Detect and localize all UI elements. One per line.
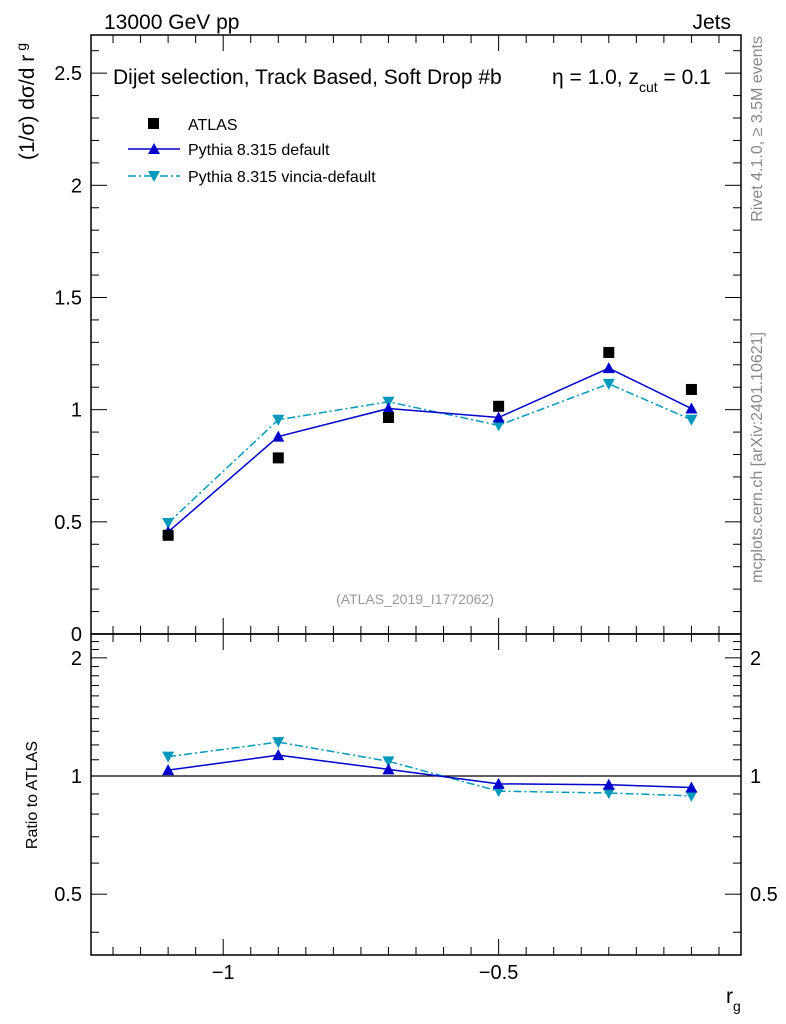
ratio-ticks: 0.5 0.5 1 1 2 2 −1 −0.5 <box>54 634 778 984</box>
main-ytick-label: 1.5 <box>54 287 82 309</box>
main-ytick-label-zero: 0 <box>71 624 82 646</box>
legend-vincia-marker <box>148 171 160 182</box>
main-vincia-point <box>602 378 615 390</box>
main-data <box>162 346 698 541</box>
main-atlas-point <box>493 400 505 412</box>
ratio-ytick-label-right: 0.5 <box>750 884 778 906</box>
ratio-default-point <box>162 764 175 776</box>
ratio-vincia-point <box>492 786 505 798</box>
main-title: Dijet selection, Track Based, Soft Drop … <box>113 66 502 89</box>
main-title-suffix: η = 1.0, zcut = 0.1 <box>552 66 711 95</box>
xlabel-text: r <box>726 985 733 1008</box>
ratio-ytick-label-right: 1 <box>750 766 761 788</box>
ratio-vincia-point <box>162 751 175 763</box>
ratio-ylabel: Ratio to ATLAS <box>24 741 41 849</box>
main-atlas-point <box>685 383 697 395</box>
ratio-default-point <box>272 749 285 761</box>
ratio-ytick-label-left: 2 <box>71 648 82 670</box>
main-default-line <box>167 367 692 533</box>
ratio-ytick-label-left: 0.5 <box>54 884 82 906</box>
rivet-label: Rivet 4.1.0, ≥ 3.5M events <box>749 36 766 222</box>
legend-atlas-marker <box>148 118 159 129</box>
main-ytick-label: 2 <box>71 175 82 197</box>
main-vincia-point <box>492 420 505 432</box>
main-atlas-point <box>603 346 615 358</box>
header-right: Jets <box>692 11 731 34</box>
legend-default-label: Pythia 8.315 default <box>188 142 330 159</box>
main-vincia-point <box>685 414 698 426</box>
ratio-default-point <box>492 777 505 789</box>
mcplots-label: mcplots.cern.ch [arXiv:2401.10621] <box>749 332 766 583</box>
main-ytick-label: 1 <box>71 400 82 422</box>
main-ylabel: (1/σ) dσ/d r g <box>13 43 39 160</box>
legend-vincia-label: Pythia 8.315 vincia-default <box>188 169 376 186</box>
header-left: 13000 GeV pp <box>104 11 239 34</box>
main-title-eta: η = 1.0, z <box>552 66 639 89</box>
main-title-text: Dijet selection, Track Based, Soft Drop … <box>113 66 502 89</box>
ratio-data <box>162 737 698 802</box>
main-ticks: 0.5 1 1.5 2 2.5 0 <box>54 35 741 646</box>
analysis-watermark: (ATLAS_2019_I1772062) <box>336 591 494 607</box>
main-title-sub: cut <box>639 79 658 95</box>
main-default-point <box>685 402 698 414</box>
main-vincia-line <box>167 383 692 524</box>
main-atlas-point <box>382 412 394 424</box>
main-atlas-point <box>272 452 284 464</box>
main-ylabel-text: (1/σ) dσ/d r <box>16 55 39 160</box>
main-ytick-label: 0.5 <box>54 512 82 534</box>
main-vincia-point <box>272 414 285 426</box>
ratio-vincia-point <box>685 790 698 802</box>
xlabel-sub: g <box>733 998 741 1014</box>
ratio-default-line <box>168 754 692 789</box>
main-ytick-label: 2.5 <box>54 63 82 85</box>
legend-atlas-label: ATLAS <box>188 117 238 134</box>
ratio-vincia-point <box>382 756 395 768</box>
xtick-label: −0.5 <box>479 962 518 984</box>
main-atlas-point <box>162 529 174 541</box>
xlabel: rg <box>726 985 741 1014</box>
main-vincia-point <box>162 517 175 529</box>
ratio-default-point <box>602 778 615 790</box>
main-default-point <box>272 430 285 442</box>
ratio-vincia-point <box>602 788 615 800</box>
ratio-ytick-label-left: 1 <box>71 766 82 788</box>
main-vincia-point <box>382 396 395 408</box>
main-default-point <box>492 411 505 423</box>
legend: ATLAS Pythia 8.315 default Pythia 8.315 … <box>128 117 376 186</box>
main-ylabel-sub: g <box>13 43 29 51</box>
main-default-point <box>382 402 395 414</box>
xtick-label: −1 <box>212 962 235 984</box>
main-title-tail: = 0.1 <box>658 66 711 89</box>
legend-default-marker <box>148 143 160 154</box>
ratio-ytick-label-right: 2 <box>750 648 761 670</box>
ratio-default-point <box>685 781 698 793</box>
ratio-default-point <box>382 763 395 775</box>
main-default-point <box>602 362 615 374</box>
ratio-vincia-line <box>168 741 692 797</box>
ratio-vincia-point <box>272 737 285 749</box>
